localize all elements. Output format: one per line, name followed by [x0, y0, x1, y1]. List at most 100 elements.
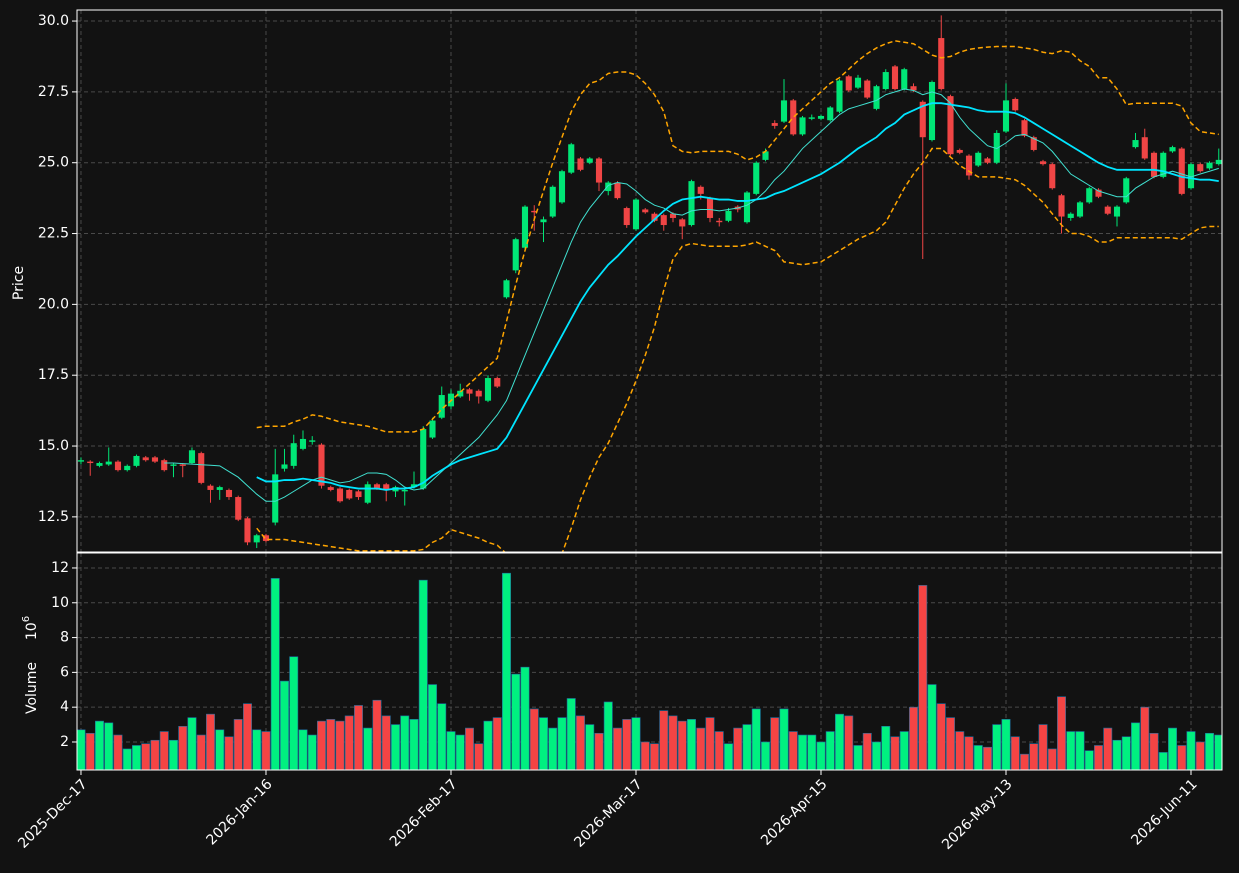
volume-bar	[428, 684, 437, 770]
candle-body	[938, 38, 945, 90]
volume-bar	[280, 680, 289, 770]
volume-bar	[391, 724, 400, 770]
volume-bar	[835, 713, 844, 770]
candle-body	[956, 149, 963, 153]
candle-body	[484, 378, 492, 401]
candle-body	[716, 220, 723, 223]
volume-bar	[576, 715, 585, 770]
volume-bar	[964, 736, 974, 770]
candle-body	[873, 86, 880, 109]
volume-bar	[696, 727, 706, 770]
volume-bar	[687, 719, 696, 770]
candle-body	[688, 181, 695, 226]
candle-body	[928, 81, 936, 141]
volume-bar	[465, 727, 474, 770]
volume-bar	[243, 703, 252, 770]
candle-body	[1104, 206, 1111, 214]
y-tick-label: 12.5	[38, 509, 69, 525]
volume-bar	[446, 731, 456, 770]
volume-bar	[779, 708, 789, 770]
volume-bar	[566, 698, 576, 770]
candle-body	[753, 162, 760, 194]
candle-body	[457, 390, 464, 397]
volume-bar	[511, 673, 521, 770]
candle-body	[1095, 189, 1102, 197]
candle-body	[965, 155, 973, 176]
candle-body	[244, 518, 251, 543]
volume-bar	[1149, 732, 1159, 770]
candle-body	[475, 390, 482, 397]
candle-body	[614, 182, 621, 199]
candle-body	[632, 199, 640, 230]
candle-body	[327, 487, 334, 490]
volume-bar	[187, 717, 197, 770]
volume-bar	[1010, 736, 1020, 770]
volume-bar	[585, 724, 595, 770]
candle-body	[901, 69, 908, 90]
indicator-line	[256, 40, 1219, 433]
volume-bar	[927, 684, 937, 770]
volume-bar	[890, 736, 900, 770]
volume-bar	[483, 720, 493, 770]
candle-body	[864, 80, 871, 98]
candle-body	[494, 378, 501, 387]
candle-body	[975, 152, 982, 166]
candle-body	[77, 460, 85, 462]
volume-bar	[659, 710, 669, 770]
candle-body	[1067, 213, 1074, 218]
volume-bar	[918, 585, 928, 770]
volume-plot	[77, 572, 1222, 770]
candle-body	[373, 484, 381, 489]
volume-bar	[788, 731, 798, 770]
volume-bar	[132, 745, 141, 770]
candle-body	[1132, 140, 1139, 148]
candle-body	[1141, 137, 1148, 159]
y-tick-label: 25.0	[38, 155, 69, 171]
volume-bar	[1047, 748, 1057, 770]
volume-bar	[640, 741, 650, 770]
candle-body	[836, 80, 843, 112]
volume-bar	[557, 717, 567, 770]
candle-body	[521, 206, 529, 248]
candle-body	[161, 460, 168, 471]
candle-body	[725, 210, 732, 221]
volume-bar	[437, 703, 447, 770]
volume-bar	[872, 741, 881, 770]
candle-body	[595, 158, 603, 183]
volume-bar	[631, 717, 641, 770]
volume-bar	[215, 729, 225, 770]
candle-body	[142, 457, 149, 461]
volume-bar	[1186, 731, 1196, 770]
candle-body	[845, 76, 852, 91]
candle-body	[984, 158, 991, 163]
volume-bar	[1195, 741, 1205, 770]
y-tick-label: 15.0	[38, 438, 69, 454]
volume-bar	[1029, 743, 1039, 770]
price-plot	[77, 15, 1222, 552]
volume-bar	[650, 743, 659, 770]
candle-body	[1215, 159, 1222, 165]
candle-body	[124, 465, 131, 471]
candle-body	[1049, 164, 1056, 189]
candle-body	[133, 455, 140, 466]
volume-bar	[539, 717, 548, 770]
volume-bar	[677, 720, 687, 770]
candle-body	[1187, 164, 1195, 189]
candle-body	[309, 440, 316, 442]
volume-bar	[1075, 731, 1085, 770]
volume-bar	[1131, 722, 1140, 770]
volume-bar	[1168, 727, 1177, 770]
candle-body	[993, 132, 1000, 163]
volume-bar	[298, 729, 308, 770]
volume-bar	[844, 715, 854, 770]
candle-body	[771, 123, 778, 126]
candle-body	[651, 213, 658, 221]
candle-body	[207, 485, 214, 490]
candle-body	[910, 86, 917, 91]
candle-body	[669, 213, 677, 218]
candle-body	[318, 444, 325, 486]
volume-bar	[899, 731, 909, 770]
grid-layer	[77, 10, 1222, 770]
y-tick-label: 20.0	[38, 296, 69, 312]
candle-body	[623, 208, 630, 226]
